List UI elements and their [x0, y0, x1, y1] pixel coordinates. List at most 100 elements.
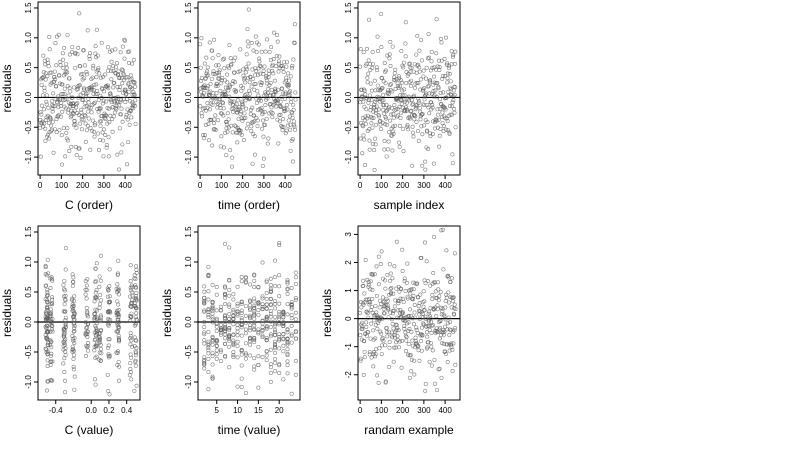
- data-point: [239, 88, 244, 93]
- data-point: [231, 338, 236, 343]
- data-point: [399, 287, 404, 292]
- data-point: [117, 76, 122, 81]
- data-point: [254, 116, 259, 121]
- data-point: [93, 343, 98, 348]
- data-point: [378, 298, 383, 303]
- data-point: [99, 40, 104, 45]
- data-point: [439, 114, 444, 119]
- data-point: [227, 328, 232, 333]
- data-point: [121, 72, 126, 77]
- data-point: [63, 337, 68, 342]
- data-point: [450, 104, 455, 109]
- data-point: [45, 257, 50, 262]
- data-point: [132, 344, 137, 349]
- data-point: [214, 344, 219, 349]
- data-point: [99, 95, 104, 100]
- data-point: [98, 137, 103, 142]
- data-point: [436, 117, 441, 122]
- data-point: [425, 334, 430, 339]
- data-point: [230, 164, 235, 169]
- data-point: [448, 79, 453, 84]
- x-tick-label: 0: [358, 406, 363, 415]
- data-point: [63, 346, 68, 351]
- data-point: [428, 314, 433, 319]
- data-point: [239, 116, 244, 121]
- data-point: [60, 109, 65, 114]
- data-point: [287, 93, 292, 98]
- data-point: [231, 307, 236, 312]
- data-point: [239, 347, 244, 352]
- data-point: [256, 284, 261, 289]
- data-point: [129, 334, 134, 339]
- data-points: [358, 12, 458, 173]
- data-point: [235, 311, 240, 316]
- data-point: [259, 49, 264, 54]
- data-point: [266, 136, 271, 141]
- data-point: [425, 102, 430, 107]
- data-point: [101, 74, 106, 79]
- data-point: [85, 312, 90, 317]
- data-point: [62, 356, 67, 361]
- data-point: [110, 129, 115, 134]
- data-point: [101, 98, 106, 103]
- data-point: [209, 76, 214, 81]
- data-point: [268, 365, 273, 370]
- data-point: [97, 301, 102, 306]
- data-point: [97, 71, 102, 76]
- data-point: [243, 327, 248, 332]
- data-point: [373, 322, 378, 327]
- data-point: [433, 88, 438, 93]
- data-point: [437, 336, 442, 341]
- data-point: [115, 349, 120, 354]
- data-point: [216, 63, 221, 68]
- data-point: [62, 302, 67, 307]
- data-point: [94, 354, 99, 359]
- data-point: [50, 98, 55, 103]
- data-point: [251, 120, 256, 125]
- data-point: [273, 319, 278, 324]
- data-point: [413, 281, 418, 286]
- data-point: [414, 119, 419, 124]
- data-point: [252, 81, 257, 86]
- data-point: [128, 73, 133, 78]
- data-point: [198, 104, 203, 109]
- data-point: [229, 99, 234, 104]
- data-point: [217, 70, 222, 75]
- data-point: [227, 326, 232, 331]
- data-point: [383, 286, 388, 291]
- data-point: [206, 274, 211, 279]
- data-point: [116, 325, 121, 330]
- data-point: [414, 52, 419, 57]
- data-point: [203, 86, 208, 91]
- data-point: [289, 96, 294, 101]
- data-point: [243, 80, 248, 85]
- x-tick-label: 100: [215, 181, 229, 190]
- data-point: [289, 333, 294, 338]
- data-point: [230, 130, 235, 135]
- data-point: [252, 321, 257, 326]
- x-tick-label: 15: [254, 406, 263, 415]
- data-point: [384, 326, 389, 331]
- x-tick-label: 0.0: [86, 406, 98, 415]
- data-point: [256, 300, 261, 305]
- data-point: [47, 34, 52, 39]
- data-point: [293, 127, 298, 132]
- data-point: [243, 116, 248, 121]
- data-point: [450, 54, 455, 59]
- data-point: [281, 332, 286, 337]
- data-point: [375, 48, 380, 53]
- x-tick-label: 400: [438, 406, 452, 415]
- data-point: [276, 141, 281, 146]
- data-point: [91, 63, 96, 68]
- data-point: [253, 81, 258, 86]
- data-point: [114, 290, 119, 295]
- data-point: [391, 308, 396, 313]
- data-point: [381, 300, 386, 305]
- data-point: [391, 291, 396, 296]
- data-point: [131, 57, 136, 62]
- data-point: [234, 107, 239, 112]
- data-point: [419, 325, 424, 330]
- data-point: [212, 117, 217, 122]
- data-point: [232, 70, 237, 75]
- data-point: [223, 301, 228, 306]
